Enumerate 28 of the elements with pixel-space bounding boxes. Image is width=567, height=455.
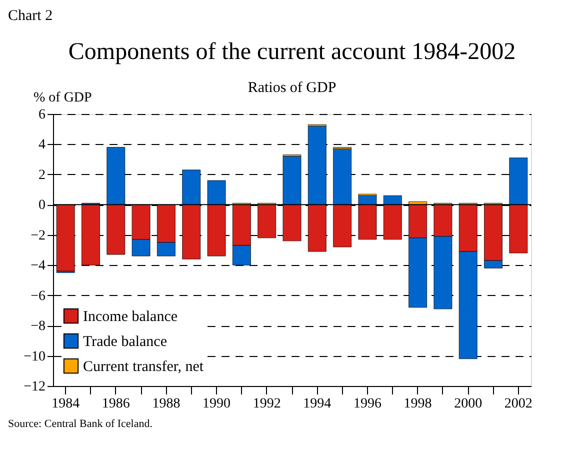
legend-label: Income balance [83, 309, 178, 325]
y-tick-label: 6 [38, 108, 46, 122]
x-tick-label: 1988 [152, 396, 180, 412]
x-tick-label: 1990 [202, 396, 231, 412]
y-axis-title: % of GDP [34, 90, 92, 106]
y-tick-label: 0 [38, 198, 46, 214]
x-tick-label: 1998 [404, 396, 432, 412]
x-tick-label: 2002 [504, 396, 532, 412]
y-tick-label: −4 [30, 258, 46, 274]
y-tick-label: −8 [30, 319, 46, 334]
y-tick-label: −10 [24, 349, 46, 364]
x-tick-label: 1994 [303, 396, 332, 412]
x-tick-label: 2000 [454, 396, 482, 412]
x-tick-label: 1996 [353, 396, 382, 412]
y-tick-label: −12 [24, 380, 46, 394]
legend-label: Current transfer, net [83, 359, 204, 375]
source-note: Source: Central Bank of Iceland. [8, 418, 153, 430]
chart-title: Components of the current account 1984-2002 [68, 39, 516, 65]
caption: Chart 2 [8, 8, 53, 24]
x-tick-label: 1984 [52, 396, 80, 412]
x-tick-label: 1992 [252, 396, 281, 412]
legend-label: Trade balance [83, 334, 168, 350]
y-tick-label: −2 [30, 228, 46, 244]
y-tick-label: 4 [38, 138, 46, 153]
x-tick-label: 1986 [102, 396, 130, 412]
chart-subtitle: Ratios of GDP [248, 80, 336, 96]
y-tick-label: −6 [30, 288, 46, 304]
y-tick-label: 2 [38, 168, 46, 183]
